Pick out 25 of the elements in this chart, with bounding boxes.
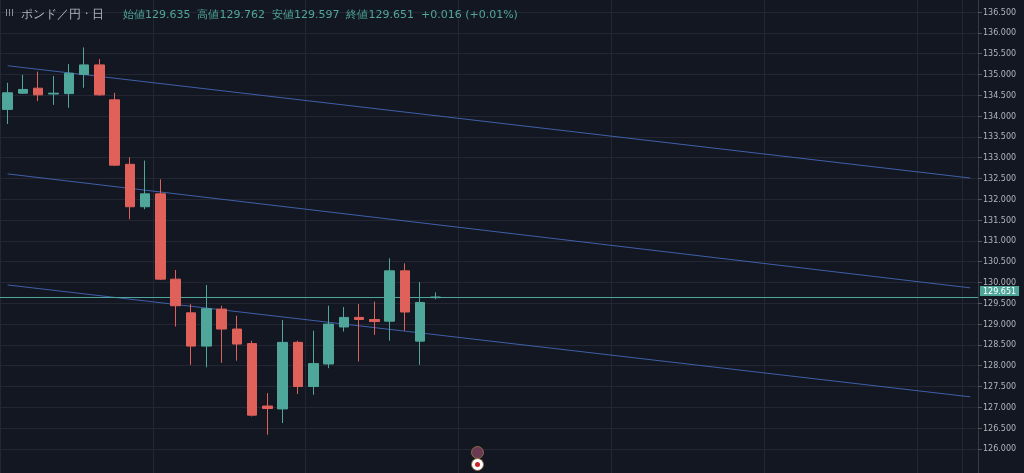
y-tick-label: 135.500 xyxy=(983,49,1017,59)
y-tick-label: 136.000 xyxy=(983,28,1017,38)
y-tick-label: 133.000 xyxy=(983,153,1017,163)
y-tick-label: 126.000 xyxy=(983,444,1017,454)
y-tick-label: 135.000 xyxy=(983,69,1017,79)
text: 始値129.635 高値129.762 安値129.597 終値129.651 +0.016 (+0.01%) xyxy=(123,8,518,21)
y-tick-label: 130.500 xyxy=(983,257,1017,267)
y-tick-label: 136.500 xyxy=(983,7,1017,17)
y-tick-label: 128.000 xyxy=(983,361,1017,371)
ref-line-label: 129.651 xyxy=(983,286,1017,296)
y-tick-label: 129.500 xyxy=(983,298,1017,308)
y-tick-label: 127.000 xyxy=(983,402,1017,412)
y-tick-label: 129.000 xyxy=(983,319,1017,329)
y-tick-label: 133.500 xyxy=(983,132,1017,142)
y-tick-label: 130.000 xyxy=(983,277,1017,287)
y-tick-label: 127.500 xyxy=(983,381,1017,391)
y-tick-label: 134.000 xyxy=(983,111,1017,121)
y-tick-label: 131.000 xyxy=(983,236,1017,246)
text: ポンド／円 · 日 xyxy=(21,7,105,21)
y-tick-label: 126.500 xyxy=(983,423,1017,433)
y-tick-label: 132.500 xyxy=(983,173,1017,183)
y-tick-label: 128.500 xyxy=(983,340,1017,350)
y-tick-label: 132.000 xyxy=(983,194,1017,204)
y-tick-label: 134.500 xyxy=(983,90,1017,100)
y-tick-label: 131.500 xyxy=(983,215,1017,225)
